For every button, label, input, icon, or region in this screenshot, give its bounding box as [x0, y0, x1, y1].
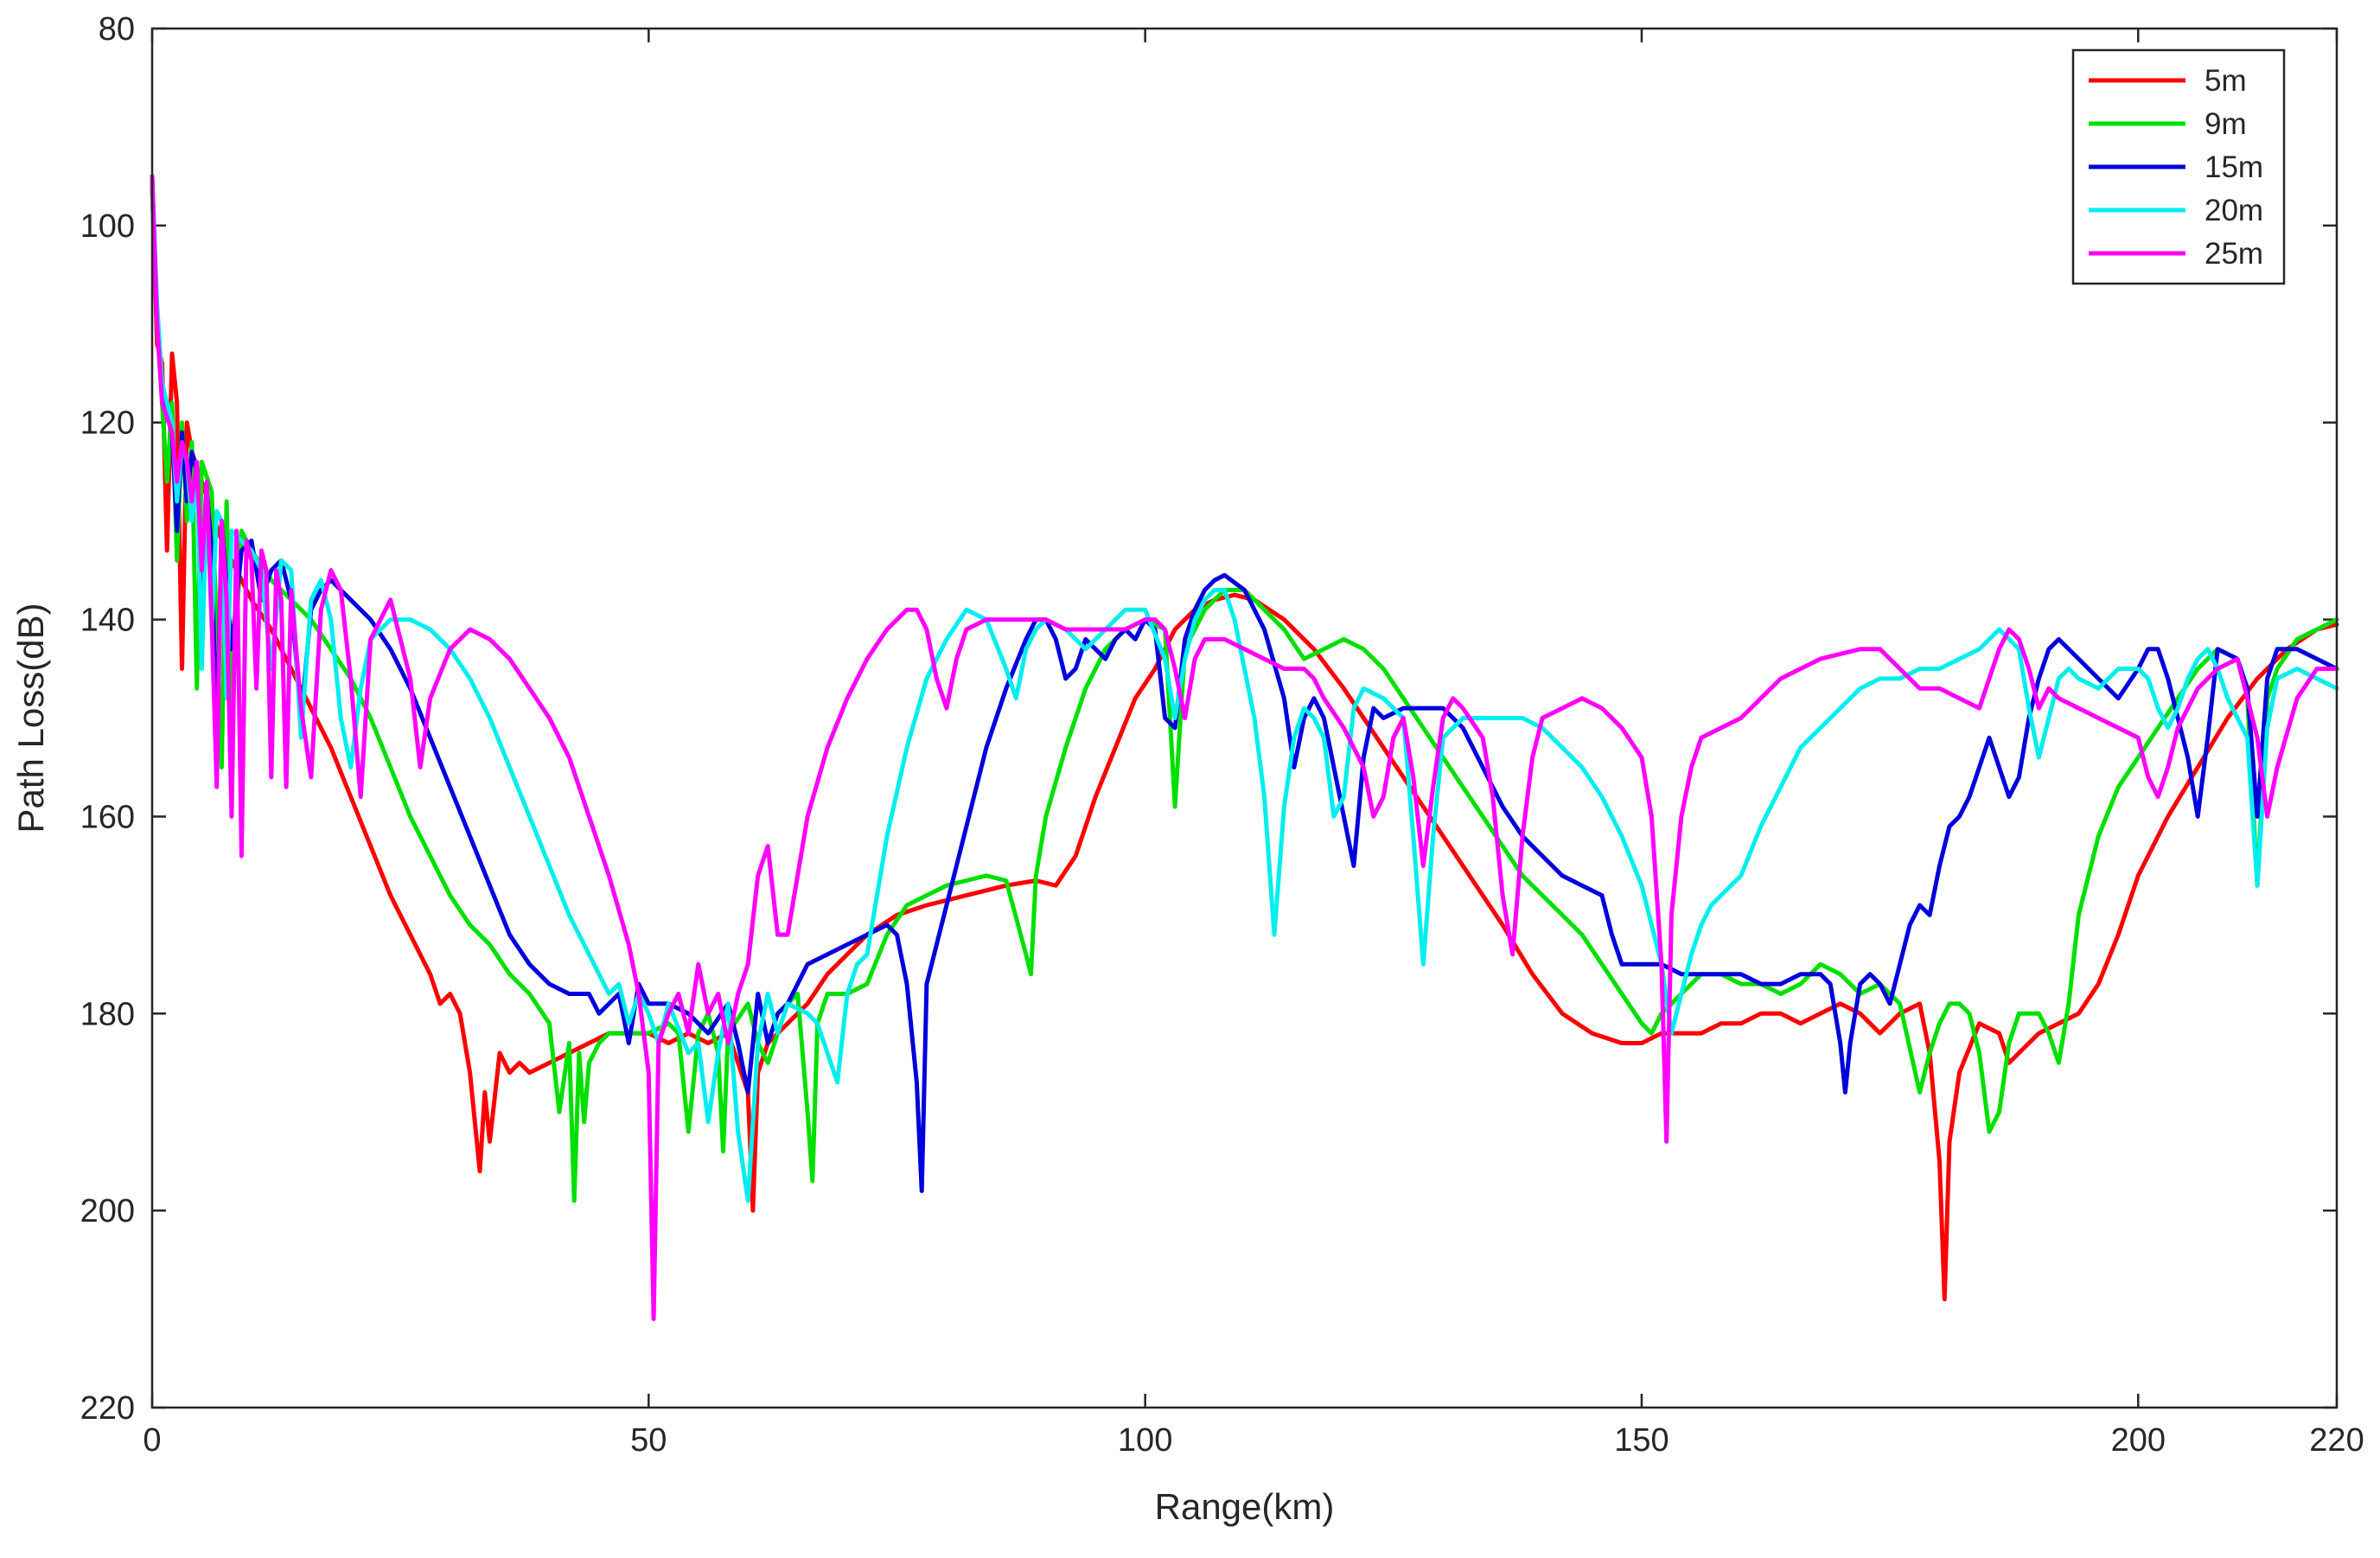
y-tick-label: 120 [80, 405, 135, 442]
legend-label: 20m [2205, 194, 2263, 227]
y-tick-label: 200 [80, 1193, 135, 1229]
x-tick-label: 100 [1118, 1422, 1172, 1459]
series-line-5m [150, 183, 2339, 1302]
series-line-9m [150, 183, 2339, 1204]
y-tick-label: 220 [80, 1390, 135, 1427]
x-tick-label: 200 [2111, 1422, 2166, 1459]
y-tick-label: 160 [80, 799, 135, 835]
x-tick-label: 220 [2309, 1422, 2364, 1459]
y-tick-label: 180 [80, 996, 135, 1032]
legend-label: 15m [2205, 150, 2263, 184]
legend-label: 5m [2205, 64, 2247, 98]
y-tick-label: 100 [80, 208, 135, 245]
plot-area-frame [150, 27, 2339, 1409]
legend-label: 25m [2205, 237, 2263, 271]
series-line-25m [150, 174, 2339, 1321]
series-line-20m [150, 174, 2339, 1204]
y-tick-label: 140 [80, 603, 135, 639]
y-tick-label: 80 [99, 11, 135, 48]
x-tick-label: 50 [630, 1422, 667, 1459]
y-axis-label: Path Loss(dB) [10, 603, 51, 833]
x-axis-label: Range(km) [1155, 1486, 1335, 1527]
x-tick-label: 0 [143, 1422, 161, 1459]
y-axis-ticks: 80 100 120 140 160 180 200 220 [80, 11, 2337, 1427]
legend-label: 9m [2205, 107, 2247, 141]
series-lines [150, 174, 2339, 1321]
series-line-15m [150, 174, 2339, 1193]
x-tick-label: 150 [1614, 1422, 1669, 1459]
legend: 5m 9m 15m 20m 25m [2071, 48, 2286, 285]
x-axis-ticks: 0 50 100 150 200 220 [143, 29, 2364, 1459]
